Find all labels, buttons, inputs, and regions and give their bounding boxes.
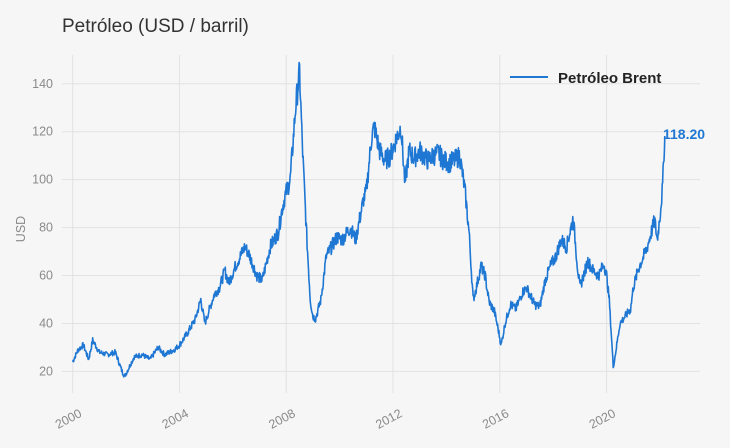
- y-tick-label: 80: [39, 221, 53, 235]
- chart-title: Petróleo (USD / barril): [62, 16, 249, 37]
- legend-label-petroleo-brent: Petróleo Brent: [558, 70, 661, 87]
- last-value-label: 118.20: [663, 126, 705, 142]
- grid-lines: [62, 55, 700, 393]
- y-tick-label: 60: [39, 269, 53, 283]
- legend: Petróleo Brent: [510, 70, 661, 87]
- y-tick-label: 140: [32, 77, 53, 91]
- y-axis-label: USD: [14, 216, 28, 242]
- y-tick-label: 120: [32, 125, 53, 139]
- y-tick-label: 40: [39, 316, 53, 330]
- series-lines: [71, 61, 666, 378]
- series-line-petroleo-brent: [71, 61, 666, 378]
- y-tick-label: 20: [39, 364, 53, 378]
- y-tick-label: 100: [32, 173, 53, 187]
